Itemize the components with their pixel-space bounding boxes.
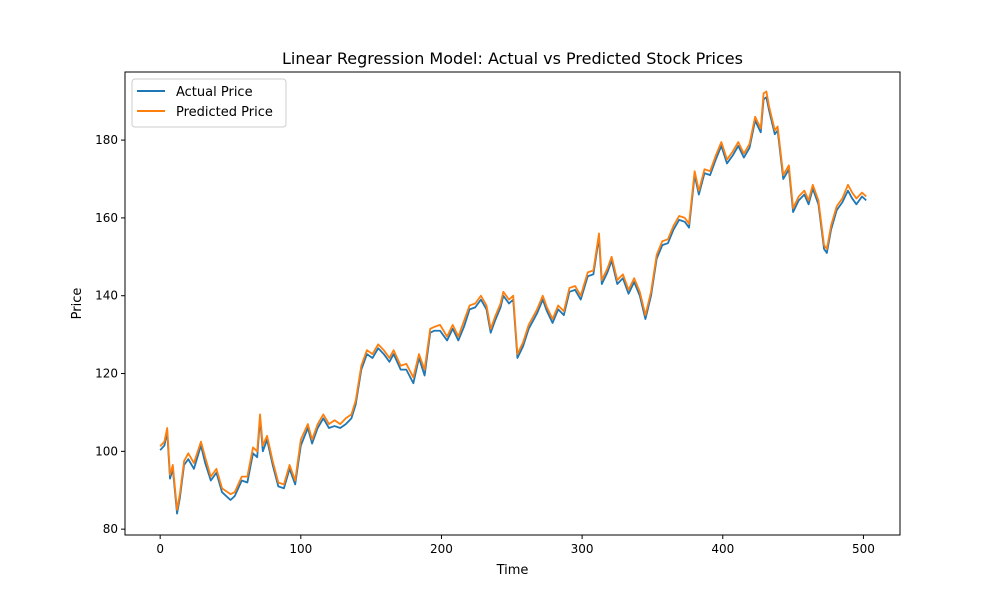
y-tick-label: 140 (95, 289, 118, 303)
y-tick-label: 80 (103, 522, 118, 536)
y-axis-label: Price (70, 288, 85, 320)
x-tick-label: 100 (289, 542, 312, 556)
series-layer (159, 90, 867, 515)
y-tick-label: 160 (95, 211, 118, 225)
x-tick-label: 500 (852, 542, 875, 556)
y-tick-label: 120 (95, 367, 118, 381)
x-axis: 0 100 200 300 400 500 (156, 535, 875, 556)
legend: Actual Price Predicted Price (131, 78, 287, 128)
chart-title: Linear Regression Model: Actual vs Predi… (282, 49, 743, 68)
y-tick-label: 100 (95, 444, 118, 458)
series-line-predicted-price (159, 90, 867, 511)
x-tick-label: 200 (430, 542, 453, 556)
x-axis-label: Time (496, 563, 529, 578)
legend-box (131, 78, 287, 128)
legend-label-actual: Actual Price (176, 85, 253, 100)
plot-area (125, 72, 900, 535)
x-tick-label: 0 (156, 542, 164, 556)
x-tick-label: 400 (711, 542, 734, 556)
legend-label-predicted: Predicted Price (176, 105, 273, 120)
x-tick-label: 300 (571, 542, 594, 556)
y-tick-label: 180 (95, 133, 118, 147)
y-axis: 80 100 120 140 160 180 (95, 133, 125, 536)
plot-frame (124, 71, 901, 536)
